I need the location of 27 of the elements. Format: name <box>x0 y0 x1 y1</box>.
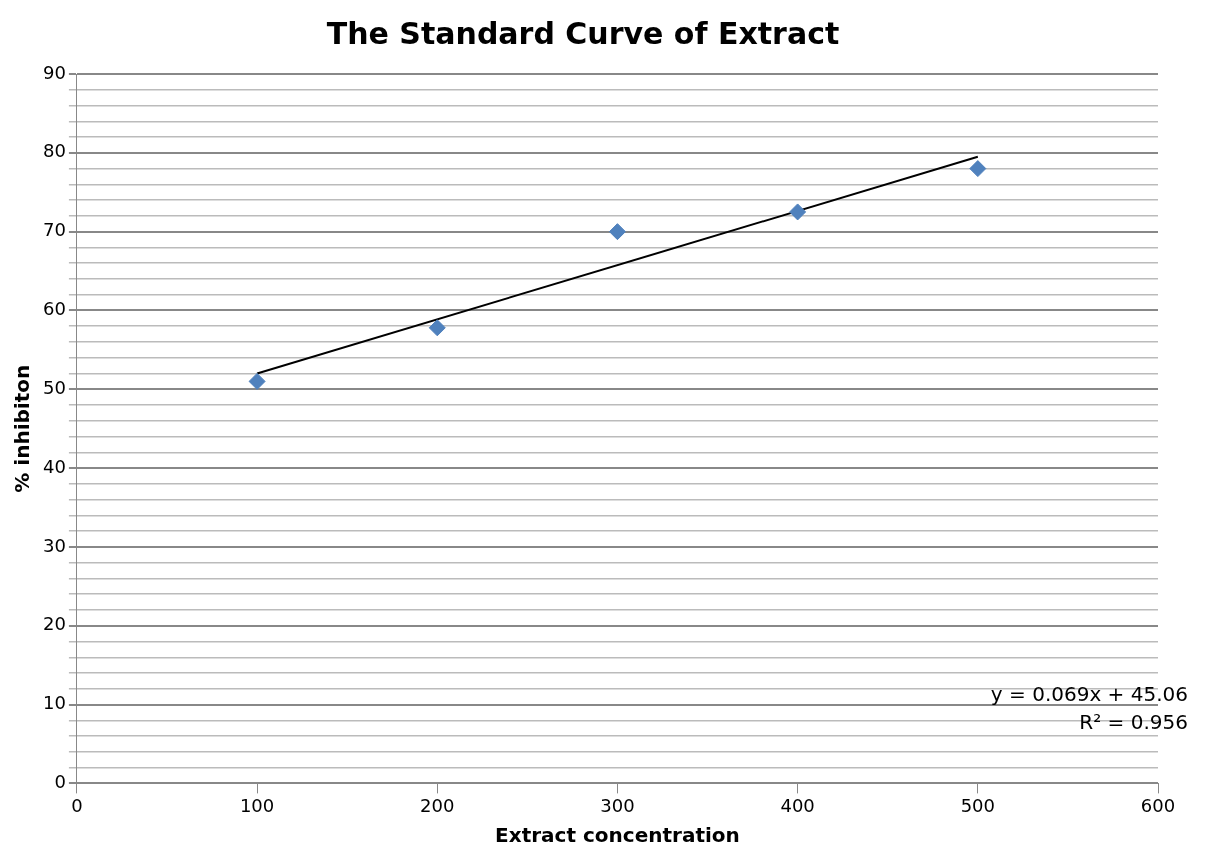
annotation: R² = 0.956 <box>1079 710 1188 735</box>
y-tick-label: 10 <box>43 692 66 714</box>
point <box>969 160 987 178</box>
y-tick-label: 80 <box>43 140 66 162</box>
y-tick-label: 70 <box>43 219 66 241</box>
x-axis-title: Extract concentration <box>495 823 740 848</box>
point <box>608 223 626 241</box>
y-tick-label: 0 <box>54 771 66 793</box>
x-tick-label: 0 <box>71 794 83 816</box>
y-tick-label: 20 <box>43 613 66 635</box>
y-tick-label: 40 <box>43 455 66 477</box>
y-tick-label: 50 <box>43 376 66 398</box>
x-tick-label: 600 <box>1140 794 1176 816</box>
x-tick-label: 300 <box>600 794 635 816</box>
y-tick-label: 30 <box>43 534 66 556</box>
x-tick-label: 500 <box>960 794 995 816</box>
chart-title: The Standard Curve of Extract <box>326 15 840 51</box>
y-axis-title: % inhibiton <box>10 364 35 493</box>
y-tick-label: 60 <box>43 298 66 320</box>
x-tick-label: 100 <box>239 794 275 816</box>
annotation: y = 0.069x + 45.06 <box>990 682 1188 707</box>
y-tick-label: 90 <box>43 61 66 83</box>
x-tick-label: 400 <box>780 794 815 816</box>
point <box>789 203 807 221</box>
point <box>248 372 266 390</box>
point <box>428 319 446 337</box>
x-tick-label: 200 <box>420 794 455 816</box>
